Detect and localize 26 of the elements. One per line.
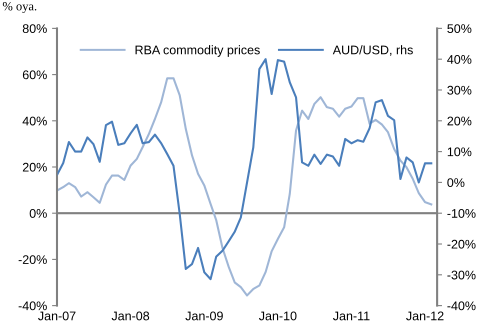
legend-label: RBA commodity prices (136, 45, 260, 57)
y2-tick-label: -30% (447, 270, 476, 280)
y2-tick-label: -40% (447, 301, 476, 310)
y-tick-label: 0% (30, 209, 47, 218)
y-tick-label: -20% (18, 255, 47, 264)
y2-tick-label: 50% (447, 24, 472, 34)
x-tick-label: Jan-12 (406, 311, 444, 320)
y2-tick-label: 40% (447, 54, 472, 64)
x-tick-label: Jan-11 (333, 312, 370, 320)
legend-label: AUD/USD, rhs (332, 45, 413, 56)
y2-tick-label: 10% (448, 147, 472, 156)
y-tick-label: 80% (22, 24, 47, 34)
y2-tick-label: -20% (447, 240, 476, 249)
y-axis-title: % oya. (2, 2, 36, 14)
y2-tick-label: 0% (447, 178, 464, 188)
y-tick-label: -40% (18, 301, 47, 310)
x-tick-label: Jan-09 (185, 311, 223, 320)
y2-tick-label: 20% (447, 116, 472, 126)
y2-tick-label: 30% (447, 86, 472, 95)
x-tick-label: Jan-08 (112, 311, 150, 320)
y-tick-label: 60% (22, 70, 47, 80)
y-tick-label: 40% (22, 116, 47, 126)
y-tick-label: 20% (22, 162, 47, 172)
x-tick-label: Jan-10 (258, 311, 297, 320)
y2-tick-label: -10% (447, 209, 476, 218)
x-tick-label: Jan-07 (38, 311, 76, 320)
